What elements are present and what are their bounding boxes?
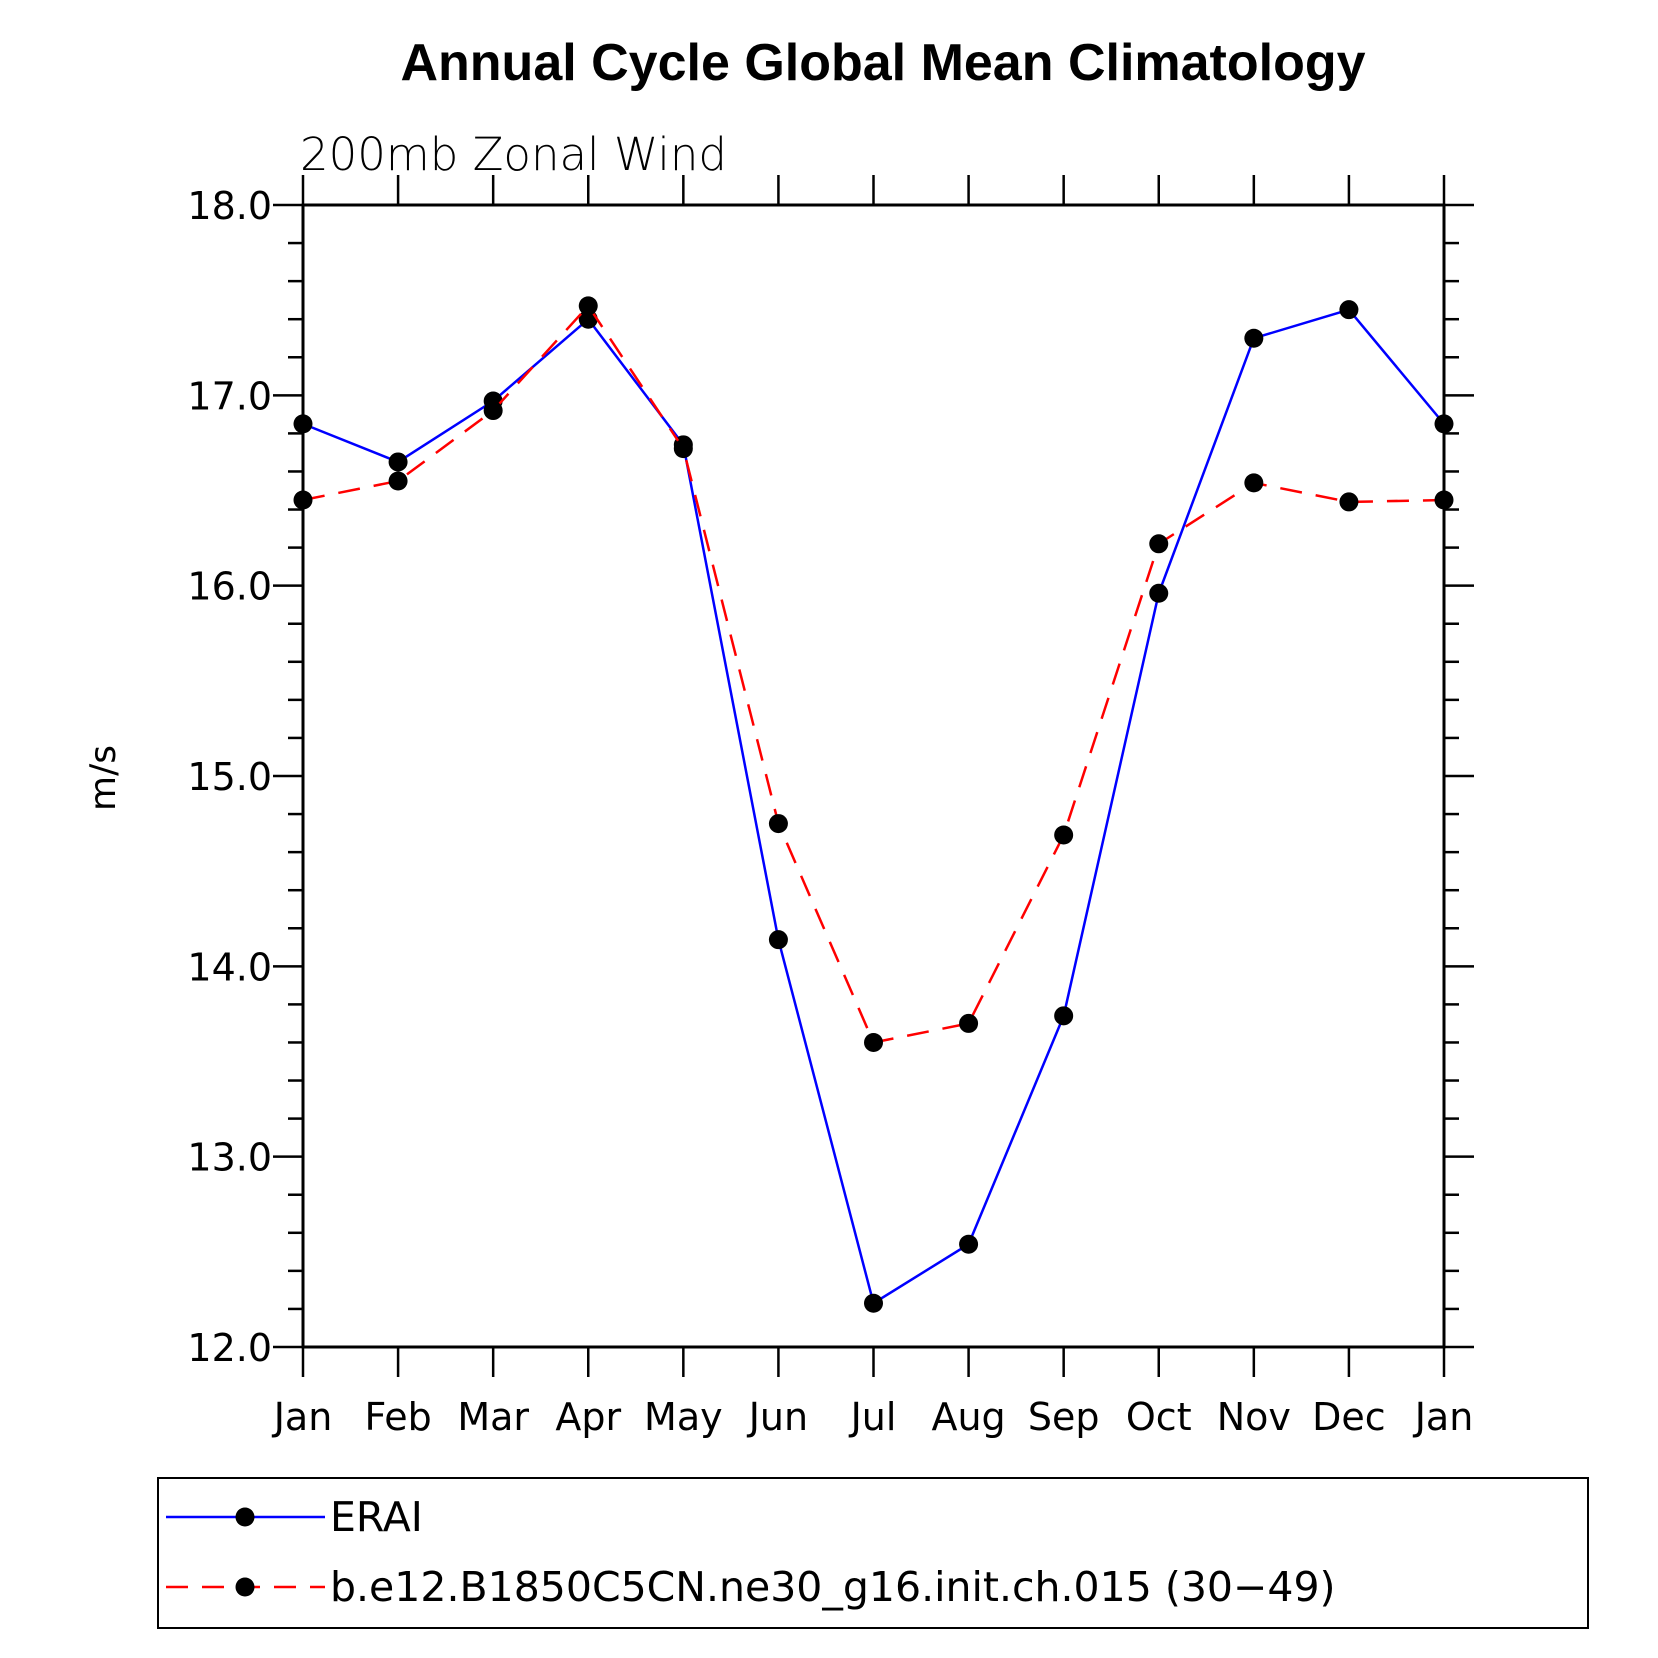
series-line	[302, 303, 1445, 1044]
data-point	[959, 1234, 979, 1254]
legend: ERAI b.e12.B1850C5CN.ne30_g16.init.ch.015…	[157, 1477, 1589, 1629]
legend-marker	[235, 1507, 255, 1527]
legend-marker	[235, 1577, 255, 1597]
y-tick-labels: 12.0 13.0 14.0 15.0 16.0 17.0 18.0	[187, 184, 272, 1370]
y-tick-label: 17.0	[187, 374, 272, 418]
y-tick-label: 13.0	[187, 1136, 272, 1180]
data-point	[1244, 328, 1264, 348]
y-tick-label: 14.0	[187, 945, 272, 989]
data-point	[1054, 1006, 1074, 1026]
legend-entry: b.e12.B1850C5CN.ne30_g16.init.ch.015 (30…	[166, 1563, 1336, 1611]
data-point	[388, 452, 408, 472]
x-tick-label: Jan	[272, 1395, 333, 1439]
y-axis-label: m/s	[83, 745, 124, 811]
x-tick-label: Dec	[1312, 1395, 1386, 1439]
x-tick-label: Oct	[1126, 1395, 1192, 1439]
series-group	[293, 296, 1454, 1313]
data-point	[578, 296, 598, 316]
x-tick-label: Mar	[457, 1395, 529, 1439]
x-tick-label: Apr	[555, 1395, 621, 1439]
data-point	[1149, 583, 1169, 603]
chart-title: Annual Cycle Global Mean Climatology	[400, 34, 1365, 92]
axis-ticks	[273, 175, 1474, 1377]
data-point	[959, 1013, 979, 1033]
data-point	[1149, 534, 1169, 554]
x-tick-labels: Jan Feb Mar Apr May Jun Jul Aug Sep Oct Nov Dec Jan	[272, 1395, 1474, 1439]
x-tick-label: Jan	[1413, 1395, 1474, 1439]
y-tick-label: 16.0	[187, 565, 272, 609]
legend-entry: ERAI	[166, 1493, 423, 1541]
x-tick-label: Jul	[849, 1395, 897, 1439]
data-point	[768, 930, 788, 950]
chart-subtitle: 200mb Zonal Wind	[300, 128, 727, 181]
plot-frame	[301, 203, 1446, 1349]
legend-box	[157, 1477, 1589, 1629]
data-point	[1054, 825, 1074, 845]
series-2	[293, 296, 1454, 1052]
series-line	[302, 308, 1445, 1306]
data-point	[483, 401, 503, 421]
x-tick-label: Nov	[1217, 1395, 1291, 1439]
y-tick-label: 18.0	[187, 184, 272, 228]
legend-label: ERAI	[330, 1493, 423, 1541]
data-point	[864, 1032, 883, 1052]
data-point	[1339, 492, 1359, 512]
data-point	[1244, 473, 1264, 493]
x-tick-label: Feb	[364, 1395, 431, 1439]
data-point	[768, 814, 788, 834]
y-tick-label: 15.0	[187, 755, 272, 799]
data-point	[673, 439, 693, 459]
x-tick-label: Jun	[747, 1395, 808, 1439]
x-tick-label: May	[644, 1395, 723, 1439]
y-tick-label: 12.0	[187, 1326, 272, 1370]
data-point	[388, 471, 408, 491]
legend-label: b.e12.B1850C5CN.ne30_g16.init.ch.015 (30…	[330, 1563, 1336, 1611]
data-point	[864, 1293, 883, 1313]
data-point	[1339, 300, 1359, 320]
x-tick-label: Sep	[1028, 1395, 1100, 1439]
legend-items: ERAI b.e12.B1850C5CN.ne30_g16.init.ch.015…	[166, 1493, 1336, 1611]
series-1	[293, 300, 1454, 1313]
x-tick-label: Aug	[931, 1395, 1005, 1439]
